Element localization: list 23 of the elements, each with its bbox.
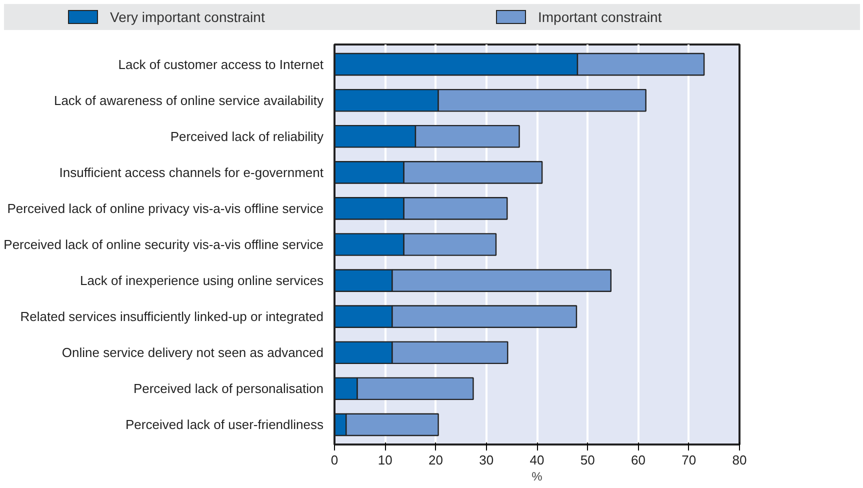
y-tick-label: Perceived lack of user-friendliness [126, 417, 324, 432]
x-tick-label: 60 [631, 452, 646, 468]
y-tick-label: Lack of customer access to Internet [118, 56, 324, 72]
x-tick-label: 80 [732, 452, 747, 468]
y-tick-label: Lack of inexperience using online services [80, 273, 324, 288]
y-tick-label: Perceived lack of reliability [170, 128, 324, 144]
x-tick-label: 10 [378, 452, 392, 468]
y-tick-label: Online service delivery not seen as advanced [62, 345, 324, 360]
x-tick-label: 30 [479, 452, 494, 468]
y-tick-label: Insufficient access channels for e-government [59, 164, 324, 180]
x-tick-label: 50 [580, 452, 595, 468]
y-tick-label: Perceived lack of online security vis-a-vis offline service [4, 237, 324, 252]
y-tick-label: Perceived lack of online privacy vis-a-vis offline service [7, 200, 324, 216]
y-tick-label: Related services insufficiently linked-up or integrated [20, 309, 324, 324]
legend-label: Very important constraint [110, 8, 265, 27]
y-tick-label: Lack of awareness of online service availability [54, 92, 324, 108]
x-tick-label: 20 [428, 452, 443, 468]
x-tick-label: 0 [330, 452, 338, 468]
x-tick-label: 40 [530, 452, 544, 468]
legend-label: Important constraint [538, 8, 662, 27]
y-tick-label: Perceived lack of personalisation [133, 381, 324, 396]
x-tick-label: 70 [682, 452, 696, 468]
x-axis-title: % [532, 470, 543, 484]
